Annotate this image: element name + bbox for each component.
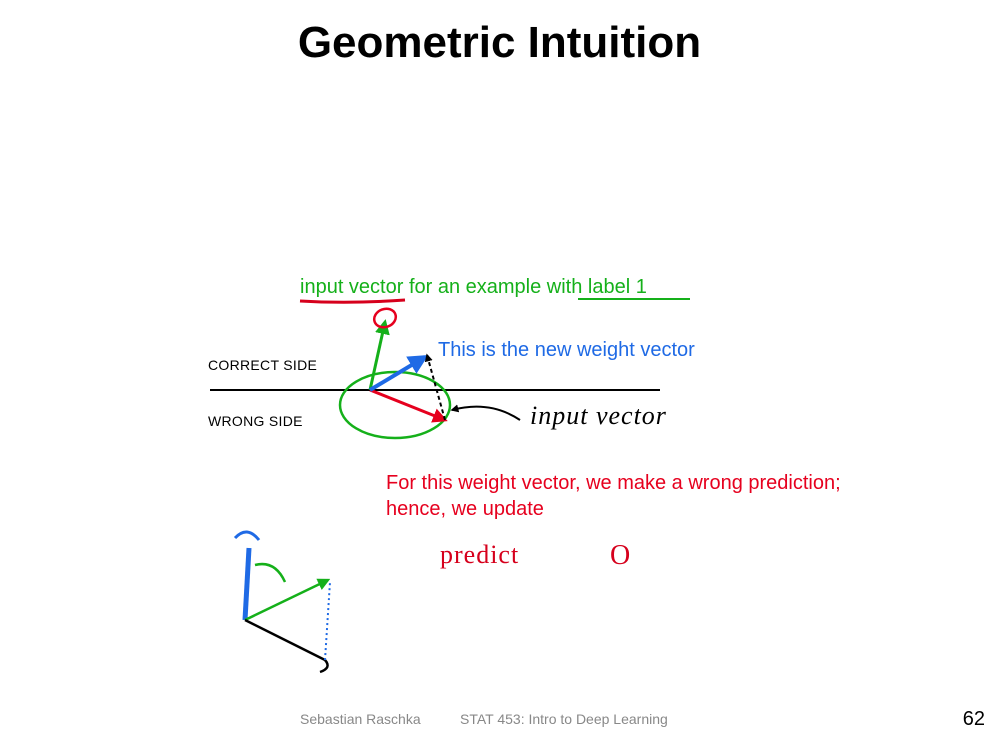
small-vector-diagram [200,520,380,690]
handwritten-predict: predict [440,540,519,570]
page-number: 62 [963,708,985,731]
slide-title: Geometric Intuition [0,18,999,68]
underline-red [300,300,405,302]
handwritten-zero: O [610,540,630,572]
small-black-vector [245,620,325,660]
green-circle-annotation [340,372,450,438]
small-green-arc [255,564,285,582]
red-tip-circle [372,306,399,330]
small-blue-arc [235,532,259,540]
green-input-vector [370,322,385,390]
footer-author: Sebastian Raschka [300,711,421,727]
annotation-arrow [452,407,520,420]
small-blue-vector [245,548,249,620]
main-vector-diagram [200,280,720,480]
small-green-vector [245,580,328,620]
footer-course: STAT 453: Intro to Deep Learning [460,711,668,727]
small-black-hook [320,660,328,672]
small-blue-dotted [325,582,330,660]
red-weight-vector [370,390,445,420]
